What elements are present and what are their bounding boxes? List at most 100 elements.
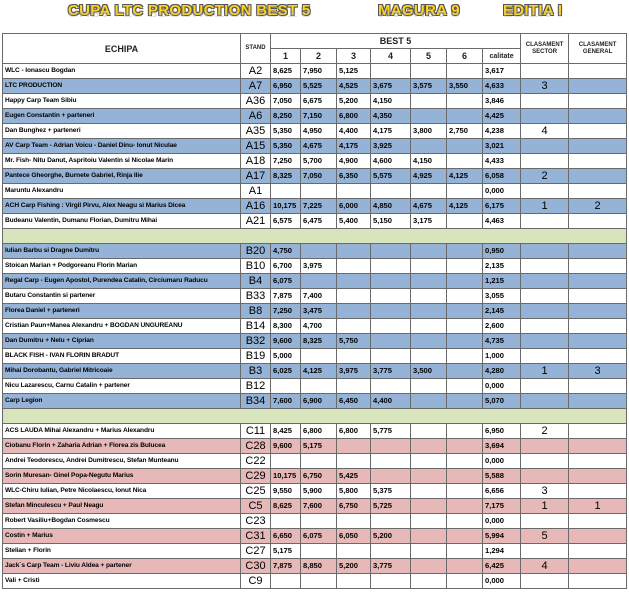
cell — [446, 318, 483, 334]
cell — [410, 258, 447, 274]
cell: 0,000 — [481, 573, 522, 589]
cell: 2 — [520, 423, 570, 439]
cell — [446, 363, 483, 379]
cell: 5,350 — [270, 138, 301, 154]
cell: 2,750 — [446, 123, 483, 139]
cell — [446, 138, 483, 154]
cell: LTC PRODUCTION — [2, 78, 241, 94]
cell — [370, 243, 411, 259]
cell: 7,875 — [270, 288, 301, 304]
cell — [336, 513, 371, 529]
title-reflection: CUPA LTC PRODUCTION BEST 5 — [68, 8, 311, 18]
cell: 10,175 — [270, 468, 301, 484]
cell: Carp Legion — [2, 393, 241, 409]
cell — [370, 348, 411, 364]
column-header: calitate — [481, 48, 522, 64]
cell: Pantece Gheorghe, Burnete Gabriel, Rinja… — [2, 168, 241, 184]
cell — [300, 453, 337, 469]
team-row: Maruntu Alexandru A1 0,000 — [2, 183, 628, 199]
cell — [568, 543, 628, 559]
cell: 4,900 — [336, 153, 371, 169]
cell: 8,325 — [270, 168, 301, 184]
cell: 3,175 — [410, 213, 447, 229]
cell: A2 — [240, 63, 271, 79]
cell — [568, 78, 628, 94]
cell: 4,125 — [300, 363, 337, 379]
cell: B4 — [240, 273, 271, 289]
cell: 5,400 — [336, 213, 371, 229]
cell — [568, 108, 628, 124]
cell: Sorin Muresan- Ginel Popa-Negutu Marius — [2, 468, 241, 484]
cell: Eugen Constantin + parteneri — [2, 108, 241, 124]
cell: 4,238 — [481, 123, 522, 139]
cell: B20 — [240, 243, 271, 259]
cell: 6,750 — [336, 498, 371, 514]
cell — [568, 528, 628, 544]
cell: 2,135 — [481, 258, 522, 274]
cell: AV Carp Team - Adrian Voicu - Daniel Din… — [2, 138, 241, 154]
cell: 3,975 — [336, 363, 371, 379]
cell: A35 — [240, 123, 271, 139]
cell: ACH Carp Fishing : Virgil Pirvu, Alex Ne… — [2, 198, 241, 214]
cell — [446, 183, 483, 199]
cell — [568, 243, 628, 259]
cell: 5,425 — [336, 468, 371, 484]
cell: Ciobanu Florin + Zaharia Adrian + Florea… — [2, 438, 241, 454]
cell: Regal Carp - Eugen Apostol, Purendea Cat… — [2, 273, 241, 289]
cell — [568, 318, 628, 334]
column-header: 6 — [446, 48, 483, 64]
cell — [336, 183, 371, 199]
cell: 0,000 — [481, 513, 522, 529]
team-row: Sorin Muresan- Ginel Popa-Negutu Marius C… — [2, 468, 628, 484]
cell: 7,250 — [270, 303, 301, 319]
cell: 6,175 — [481, 198, 522, 214]
cell — [568, 168, 628, 184]
cell: C27 — [240, 543, 271, 559]
cell — [410, 183, 447, 199]
cell: 6,656 — [481, 483, 522, 499]
cell — [370, 453, 411, 469]
cell — [568, 123, 628, 139]
cell — [446, 273, 483, 289]
cell: 5,000 — [270, 348, 301, 364]
cell — [410, 138, 447, 154]
cell: 6,475 — [300, 213, 337, 229]
cell: 3,694 — [481, 438, 522, 454]
cell: 3,500 — [410, 363, 447, 379]
cell — [370, 333, 411, 349]
cell — [336, 453, 371, 469]
column-header: 3 — [336, 48, 371, 64]
cell: 7,150 — [300, 108, 337, 124]
cell: 5,070 — [481, 393, 522, 409]
cell: 6,058 — [481, 168, 522, 184]
cell: 5,725 — [370, 498, 411, 514]
cell: Mihai Dorobantu, Gabriel Mitricoaie — [2, 363, 241, 379]
cell: 3 — [520, 78, 570, 94]
cell — [520, 438, 570, 454]
cell — [410, 93, 447, 109]
cell — [410, 108, 447, 124]
cell: Iulian Barbu si Dragne Dumitru — [2, 243, 241, 259]
cell — [520, 243, 570, 259]
cell — [410, 288, 447, 304]
cell: 4,350 — [370, 108, 411, 124]
cell — [410, 438, 447, 454]
cell — [410, 558, 447, 574]
column-header: CLASAMENT GENERAL — [568, 33, 628, 64]
cell — [520, 453, 570, 469]
cell: 7,225 — [300, 198, 337, 214]
cell — [410, 483, 447, 499]
cell: Florea Daniel + parteneri — [2, 303, 241, 319]
cell: 5,125 — [336, 63, 371, 79]
cell: 0,950 — [481, 243, 522, 259]
cell: B8 — [240, 303, 271, 319]
cell: 3,575 — [410, 78, 447, 94]
cell: C28 — [240, 438, 271, 454]
cell: Butaru Constantin si partener — [2, 288, 241, 304]
cell: B14 — [240, 318, 271, 334]
cell — [520, 183, 570, 199]
cell: 4,675 — [300, 138, 337, 154]
team-row: Jack`s Carp Team - Liviu Aldea + partene… — [2, 558, 628, 574]
cell: 1,000 — [481, 348, 522, 364]
cell — [370, 513, 411, 529]
